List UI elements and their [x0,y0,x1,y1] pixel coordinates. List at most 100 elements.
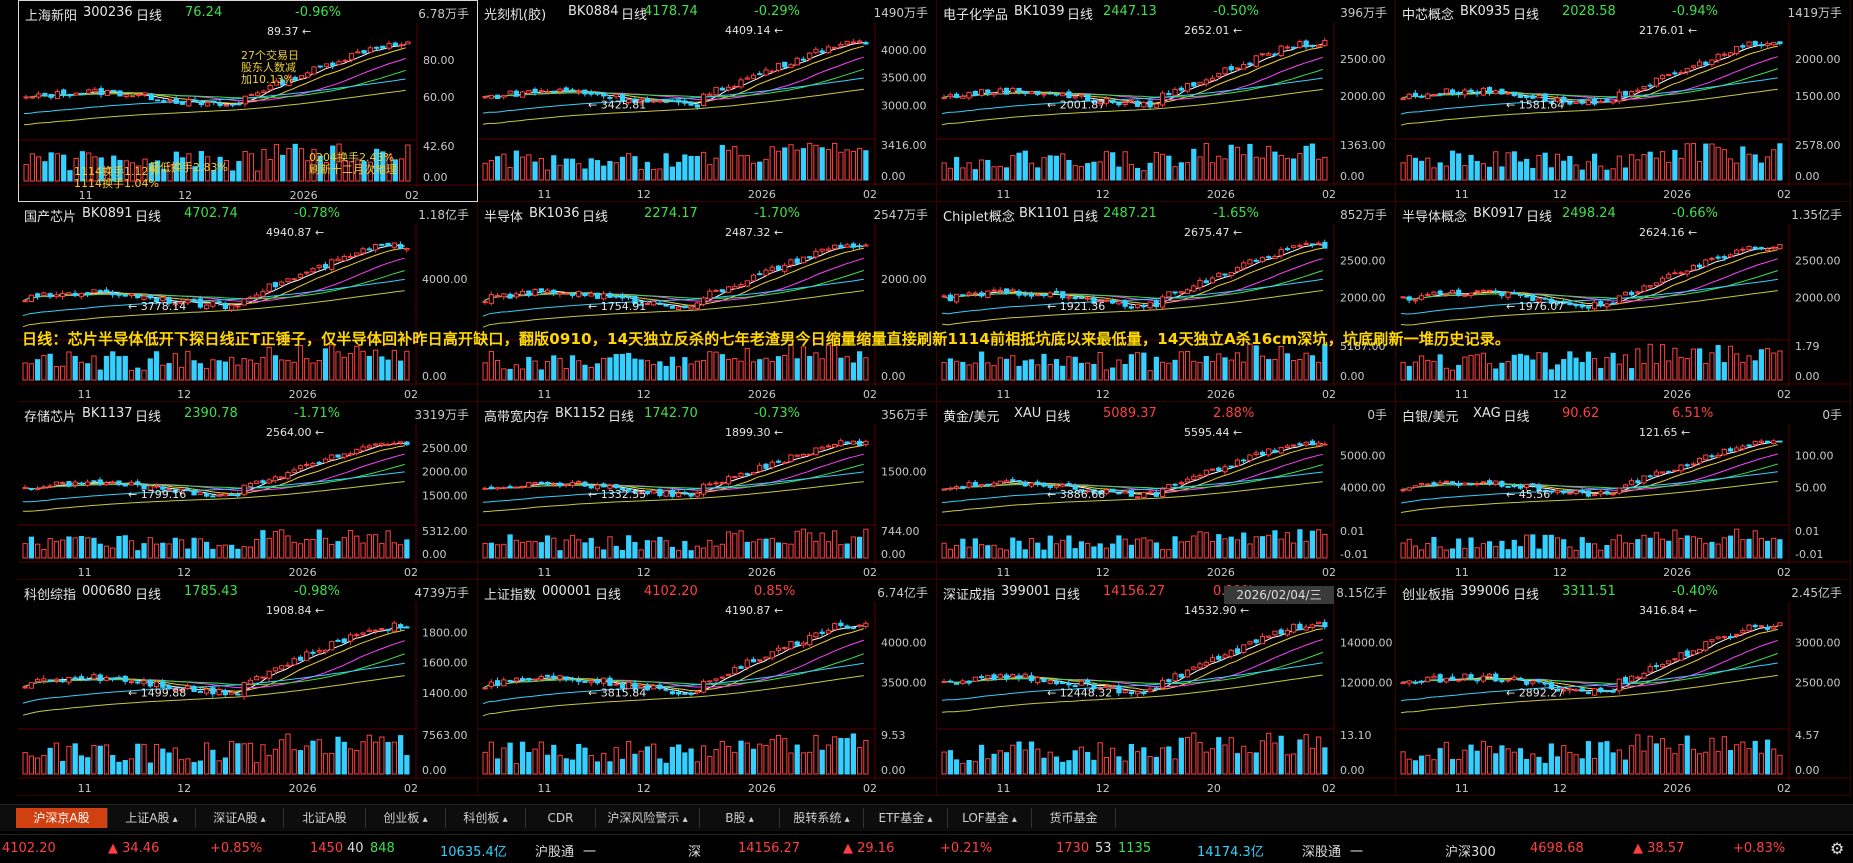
tab-12[interactable]: 货币基金 [1032,808,1116,828]
chart-panel[interactable]: 中芯概念 BK0935 日线 2028.58 -0.94% 1419万手 2176.01 ←… [1396,0,1851,202]
hgt-label[interactable]: 沪股通 [535,845,575,860]
time-axis-label: 11 [996,566,1010,579]
volume-bar [203,367,210,381]
panel-name: 存储芯片 [24,410,77,425]
volume-bar [953,360,960,381]
kline-chart[interactable]: 4190.87 ←← 3815.844000.003500.009.530.00… [478,580,937,796]
chart-panel[interactable]: 上证指数 000001 日线 4102.20 0.85% 6.74亿手 4190.87 ← ←… [478,580,937,796]
candle [391,242,397,248]
candle [482,96,488,99]
moving-average-line [1400,471,1778,504]
candle [1746,444,1752,447]
sgt-label[interactable]: 深股通 [1302,845,1342,860]
tab-6[interactable]: CDR [526,808,596,828]
volume-bar [850,536,857,559]
volume-bar [1703,143,1709,181]
candle [1284,629,1291,636]
tab-0[interactable]: 沪深京A股 [16,808,108,828]
tab-2[interactable]: 深证A股 ▴ [196,808,284,828]
candle [141,295,147,300]
volume-bar [1028,359,1035,381]
kline-chart[interactable]: 4409.14 ←← 3425.814000.003500.003000.003… [478,0,937,202]
candle [1647,285,1653,288]
kline-chart[interactable]: 14532.90 ←← 12448.3214000.0012000.0013.1… [937,580,1396,796]
chart-panel[interactable]: 光刻机(胶) BK0884 日线 4178.74 -0.29% 1490万手 4409.14… [478,0,937,202]
candle [1303,40,1309,48]
volume-bar [60,539,66,559]
tab-10[interactable]: ETF基金 ▴ [864,808,948,828]
tab-4[interactable]: 创业板 ▴ [366,808,446,828]
candle [1567,688,1573,691]
candle [1091,100,1097,103]
kline-chart[interactable]: 3416.84 ←← 2892.273000.002500.004.570.00… [1396,580,1851,796]
settings-gear-icon[interactable]: ⚙ [1830,839,1845,858]
tab-1[interactable]: 上证A股 ▴ [108,808,196,828]
volume-bar [725,531,732,559]
kline-chart[interactable]: 5595.44 ←← 3886.685000.004000.000.01-0.0… [937,402,1396,580]
kline-chart[interactable]: 2652.01 ←← 2001.872500.002000.001363.000… [937,0,1396,202]
chart-panel[interactable]: 深证成指399001日线14156.270.21%8.15亿手14532.90 … [937,580,1396,796]
volume-bar [272,355,279,381]
volume-bar [1431,360,1437,381]
chart-panel[interactable]: 高带宽内存 BK1152 日线 1742.70 -0.73% 356万手 1899.30 ←… [478,402,937,580]
candle [1727,254,1734,258]
tab-9[interactable]: 股转系统 ▴ [780,808,864,828]
moving-average-line [22,270,405,302]
tab-3[interactable]: 北证A股 [284,808,366,828]
tab-11[interactable]: LOF基金 ▴ [948,808,1032,828]
chart-panel[interactable]: 国产芯片 BK0891 日线 4702.74 -0.78% 1.18亿手 4940.87 ←… [18,202,478,402]
volume-bar [236,161,242,182]
volume-bar [117,159,123,182]
candle [1777,244,1783,250]
volume-bar [1486,166,1493,181]
candle [1746,624,1752,632]
candle [1764,440,1771,444]
chart-panel[interactable]: 创业板指 399006 日线 3311.51 -0.40% 2.45亿手 3416.84 ←… [1396,580,1851,796]
candle [532,482,538,485]
tab-8[interactable]: B股 ▴ [700,808,780,828]
volume-bar [1022,549,1028,559]
volume-bar [1228,144,1234,181]
chart-panel[interactable]: 半导体概念 BK0917 日线 2498.24 -0.66% 1.35亿手 2624.16 … [1396,202,1851,402]
candle [1072,685,1078,688]
volume-bar [1517,546,1524,559]
volume-bar [1561,745,1567,775]
tab-7[interactable]: 沪深风险警示 ▴ [596,808,700,828]
kline-chart[interactable]: 1908.84 ←← 1499.881800.001600.001400.007… [18,580,478,796]
volume-bar [1505,152,1511,181]
chart-panel[interactable]: 半导体 BK1036 日线 2274.17 -1.70% 2547万手 2487.32 ← ←… [478,202,937,402]
volume-bar [632,542,638,559]
chart-panel[interactable]: 白银/美元 XAG 日线 90.62 6.51% 0手 121.65 ← ← 45.56 100… [1396,402,1851,580]
chart-panel[interactable]: 黄金/美元 XAU 日线 5089.37 2.88% 0手 5595.44 ← ← 3886.… [937,402,1396,580]
chart-panel[interactable]: 存储芯片 BK1137 日线 2390.78 -1.71% 3319万手 2564.00 ←… [18,402,478,580]
kline-chart[interactable]: 2176.01 ←← 1581.642000.001500.002578.000… [1396,0,1851,202]
chart-panel[interactable]: 上海新阳 300236 日线 76.24 -0.96% 6.78万手 89.37 ← 80.0… [18,0,478,202]
candle [782,264,788,272]
volume-bar [863,357,869,381]
chart-panel[interactable]: 电子化学品 BK1039 日线 2447.13 -0.50% 396万手 2652.01 ←… [937,0,1396,202]
candle [178,301,185,304]
candle [1666,273,1672,279]
candle [978,676,985,679]
chart-panel[interactable]: 科创综指 000680 日线 1785.43 -0.98% 4739万手 1908.84 ←… [18,580,478,796]
volume-bar [744,155,750,181]
kline-chart[interactable]: 2675.47 ←← 1921.362500.002000.005187.000… [937,202,1396,402]
candle [1197,663,1203,669]
kline-chart[interactable]: 2624.16 ←← 1976.072500.002000.001.790.00… [1396,202,1851,402]
candle [782,647,788,650]
tab-5[interactable]: 科创板 ▴ [446,808,526,828]
candle [404,626,410,629]
chart-panel[interactable]: Chiplet概念 BK1101 日线 2487.21 -1.65% 852万手 2675.… [937,202,1396,402]
volume-bar [551,744,557,775]
volume-bar [86,152,92,182]
volume-bar [285,359,291,381]
kline-chart[interactable]: 2564.00 ←← 1799.162500.002000.001500.005… [18,402,478,580]
candle [66,292,72,295]
candle [644,492,651,495]
high-price-label: 5595.44 ← [1184,426,1242,439]
